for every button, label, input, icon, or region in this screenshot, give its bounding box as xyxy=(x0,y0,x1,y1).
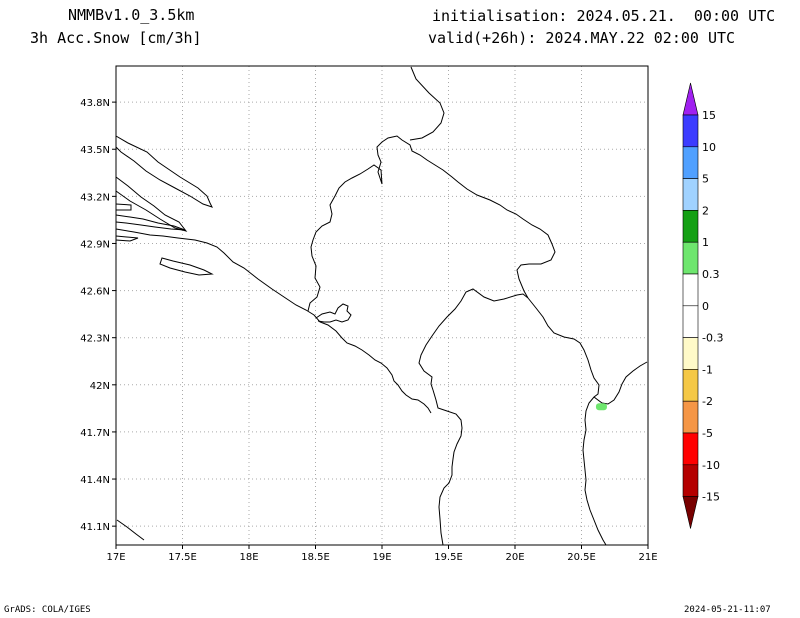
tick-label-lat: 43.5N xyxy=(80,145,110,156)
colorbar-label: 10 xyxy=(702,141,716,154)
colorbar-label: 0.3 xyxy=(702,268,720,281)
snow-patch xyxy=(595,403,607,411)
coastlines-borders xyxy=(115,66,648,546)
tick-label-lat: 41.1N xyxy=(80,522,110,533)
tick-label-lat: 43.8N xyxy=(80,98,110,109)
colorbar-box xyxy=(682,273,699,307)
boka-bay xyxy=(315,303,352,323)
colorbar-label: -0.3 xyxy=(702,332,723,345)
island-4 xyxy=(115,214,186,231)
footer-left: GrADS: COLA/IGES xyxy=(4,605,91,615)
border-me-rs xyxy=(418,288,529,391)
tick-label-lat: 42.3N xyxy=(80,334,110,345)
lake-ohrid-border xyxy=(593,361,648,405)
init-time: initialisation: 2024.05.21. 00:00 UTC xyxy=(432,7,776,25)
map-frame xyxy=(115,65,649,546)
colorbar: 15 10 5 2 1 0.3 0 -0.3 -1 -2 -5 -10 -15 xyxy=(682,82,723,529)
colorbar-box xyxy=(682,432,699,466)
tick-label-lon: 17E xyxy=(106,552,125,563)
island-5 xyxy=(115,235,139,242)
colorbar-box xyxy=(682,305,699,338)
border-rs-mk xyxy=(527,297,607,546)
tick-label-lat: 41.4N xyxy=(80,475,110,486)
colorbar-label: -15 xyxy=(702,491,720,504)
colorbar-box xyxy=(682,210,699,243)
mainland-coast xyxy=(115,228,432,414)
colorbar-box xyxy=(682,337,699,370)
variable-title: 3h Acc.Snow [cm/3h] xyxy=(30,29,202,47)
model-title: NMMBv1.0_3.5km xyxy=(68,6,195,24)
colorbar-box xyxy=(682,464,699,497)
colorbar-box xyxy=(682,146,699,179)
island-2 xyxy=(115,176,188,232)
border-me-al xyxy=(432,389,463,546)
graticule xyxy=(116,66,648,545)
colorbar-label: -1 xyxy=(702,363,713,376)
colorbar-box xyxy=(682,369,699,402)
border-ba-hr xyxy=(307,135,556,312)
axis-ticks: 17E 17.5E 18E 18.5E 19E 19.5E 20E 20.5E 21E 43.8N… xyxy=(80,98,657,563)
colorbar-box xyxy=(682,114,699,148)
bottom-left-coast xyxy=(116,519,145,541)
tick-label-lon: 17.5E xyxy=(168,552,197,563)
colorbar-arrow-bottom xyxy=(682,496,699,529)
colorbar-label: 2 xyxy=(702,204,709,217)
tick-label-lon: 19.5E xyxy=(434,552,463,563)
tick-label-lat: 42.6N xyxy=(80,287,110,298)
island-3 xyxy=(115,203,132,211)
colorbar-label: -2 xyxy=(702,395,713,408)
colorbar-box xyxy=(682,178,699,211)
island-1 xyxy=(115,135,213,208)
tick-label-lon: 20.5E xyxy=(567,552,596,563)
island-6 xyxy=(159,257,214,276)
colorbar-box xyxy=(682,400,699,434)
tick-label-lon: 21E xyxy=(638,552,657,563)
tick-label-lon: 18.5E xyxy=(301,552,330,563)
tick-label-lon: 19E xyxy=(372,552,391,563)
colorbar-box xyxy=(682,241,699,275)
colorbar-label: 0 xyxy=(702,300,709,313)
tick-label-lon: 18E xyxy=(239,552,258,563)
colorbar-label: 1 xyxy=(702,236,709,249)
tick-label-lon: 20E xyxy=(505,552,524,563)
tick-label-lat: 42.9N xyxy=(80,239,110,250)
colorbar-arrow-top xyxy=(682,82,699,116)
tick-label-lat: 43.2N xyxy=(80,192,110,203)
footer-right: 2024-05-21-11:07 xyxy=(684,605,771,615)
colorbar-label: 15 xyxy=(702,109,716,122)
valid-time: valid(+26h): 2024.MAY.22 02:00 UTC xyxy=(428,29,736,47)
top-coast-line xyxy=(409,66,445,141)
tick-label-lat: 41.7N xyxy=(80,428,110,439)
colorbar-label: -5 xyxy=(702,427,713,440)
colorbar-label: -10 xyxy=(702,459,720,472)
colorbar-label: 5 xyxy=(702,173,709,186)
tick-label-lat: 42N xyxy=(90,381,110,392)
